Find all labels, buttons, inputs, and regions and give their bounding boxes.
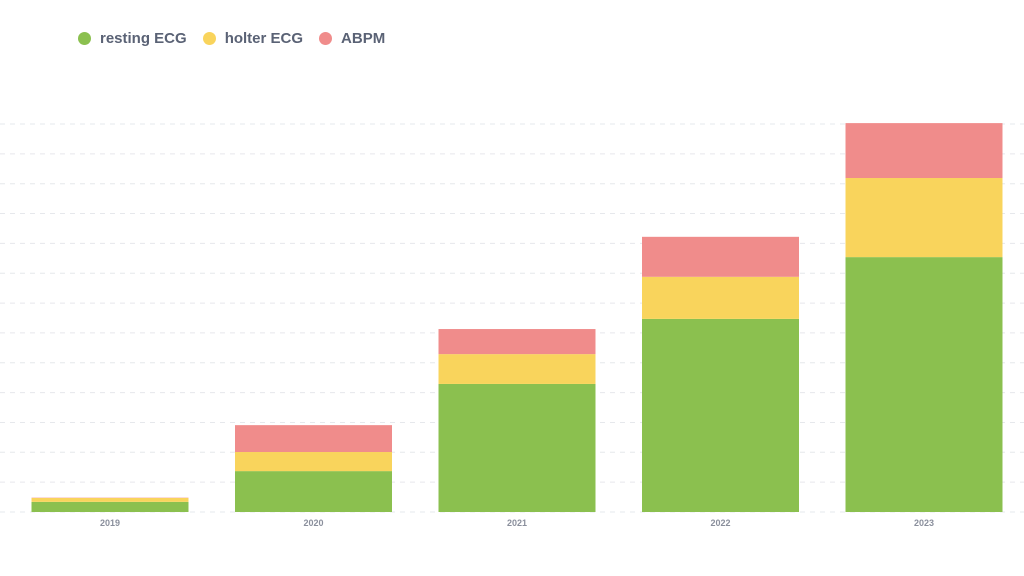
bar-2023-abpm[interactable] [845,123,1003,179]
legend-dot-icon [78,32,91,45]
bar-2023-holter-ecg[interactable] [845,178,1003,258]
bar-2020-holter-ecg[interactable] [235,452,392,472]
bar-2020-abpm[interactable] [235,425,392,453]
legend-item-resting-ecg[interactable]: resting ECG [78,30,187,47]
legend-dot-icon [319,32,333,45]
bar-2020-resting-ecg[interactable] [235,471,392,512]
bar-2023-resting-ecg[interactable] [845,257,1003,512]
bar-2022-resting-ecg[interactable] [642,318,799,512]
legend-label: resting ECG [100,30,187,47]
x-tick-label: 2019 [100,518,120,528]
legend-item-abpm[interactable]: ABPM [319,30,385,47]
x-tick-label: 2020 [303,518,323,528]
legend-item-holter-ecg[interactable]: holter ECG [202,30,304,47]
bar-2019-resting-ecg[interactable] [31,501,189,512]
legend-label: holter ECG [224,30,304,47]
bar-2019-holter-ecg[interactable] [31,497,189,502]
bar-2022-abpm[interactable] [642,236,799,277]
bar-2021-resting-ecg[interactable] [438,383,596,512]
bar-2021-abpm[interactable] [438,329,596,355]
x-tick-label: 2023 [914,518,934,528]
x-tick-label: 2022 [710,518,730,528]
bar-2021-holter-ecg[interactable] [438,354,596,384]
bar-2022-holter-ecg[interactable] [642,276,799,319]
x-tick-label: 2021 [507,518,527,528]
legend-dot-icon [202,32,216,45]
legend-label: ABPM [341,30,386,47]
legend: resting ECG holter ECG ABPM [78,30,401,47]
